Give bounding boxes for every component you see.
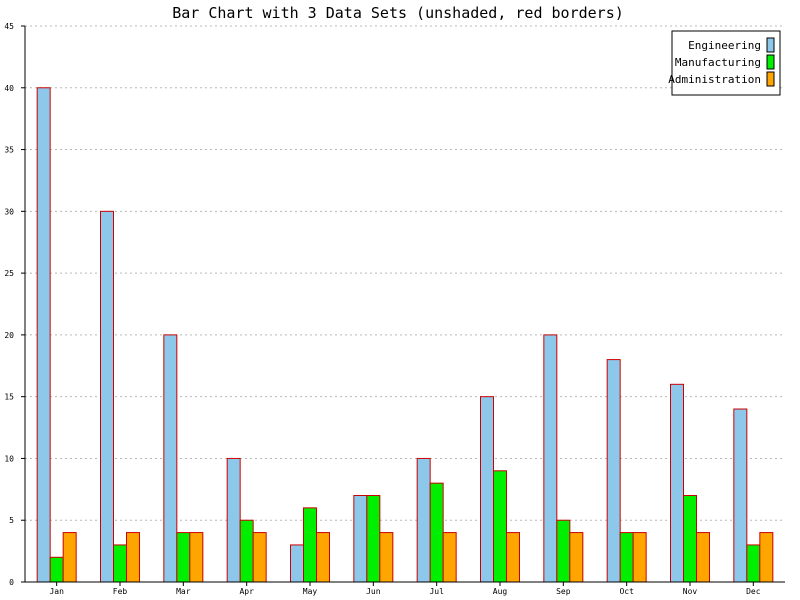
- bar-administration-jun: [379, 532, 394, 583]
- bar-manufacturing-jan: [49, 556, 64, 583]
- y-tick-label: 20: [4, 331, 14, 340]
- bar-engineering-sep: [543, 334, 558, 583]
- legend-label-administration: Administration: [668, 73, 761, 86]
- bar-manufacturing-sep: [556, 519, 571, 583]
- x-tick-label: Feb: [113, 587, 128, 596]
- bar-engineering-nov: [670, 383, 684, 583]
- x-tick-label: Mar: [176, 587, 191, 596]
- bar-engineering-dec: [733, 408, 748, 583]
- legend-label-engineering: Engineering: [688, 39, 761, 52]
- y-tick-label: 0: [9, 578, 14, 587]
- x-tick-label: Aug: [493, 587, 508, 596]
- bar-engineering-may: [290, 544, 304, 583]
- bar-manufacturing-jul: [429, 482, 444, 583]
- y-tick-label: 10: [4, 454, 14, 463]
- bar-administration-aug: [506, 532, 520, 583]
- x-tick-label: Apr: [239, 587, 254, 596]
- bar-manufacturing-mar: [176, 532, 191, 583]
- legend-label-manufacturing: Manufacturing: [675, 56, 761, 69]
- bar-manufacturing-oct: [619, 532, 634, 583]
- y-tick-label: 45: [4, 22, 14, 31]
- bar-manufacturing-aug: [493, 470, 507, 583]
- x-tick-label: Jul: [429, 587, 444, 596]
- bar-engineering-oct: [606, 359, 621, 583]
- bar-administration-apr: [252, 532, 267, 583]
- bar-administration-dec: [759, 532, 774, 583]
- legend-box: [671, 30, 781, 96]
- bar-administration-sep: [569, 532, 584, 583]
- bar-administration-nov: [696, 532, 710, 583]
- bar-engineering-mar: [163, 334, 178, 583]
- legend-swatch-manufacturing: [766, 54, 775, 70]
- gridlines: [25, 25, 785, 521]
- y-tick-label: 40: [4, 84, 14, 93]
- bar-manufacturing-nov: [683, 495, 697, 583]
- bar-manufacturing-may: [303, 507, 317, 583]
- bar-engineering-apr: [226, 457, 241, 583]
- bar-engineering-jul: [416, 457, 431, 583]
- bar-manufacturing-feb: [113, 544, 127, 583]
- bar-administration-oct: [632, 532, 647, 583]
- x-tick-label: Dec: [746, 587, 761, 596]
- x-tick-label: Sep: [556, 587, 571, 596]
- y-tick-label: 5: [9, 516, 14, 525]
- y-tick-label: 15: [4, 393, 14, 402]
- bar-engineering-aug: [480, 396, 494, 583]
- bar-manufacturing-dec: [746, 544, 761, 583]
- legend-swatch-engineering: [766, 37, 775, 53]
- bar-administration-jan: [62, 532, 77, 583]
- x-tick-label: Jan: [49, 587, 64, 596]
- bar-manufacturing-apr: [239, 519, 254, 583]
- bar-engineering-jan: [36, 87, 51, 583]
- legend-swatch-administration: [766, 71, 775, 87]
- bar-administration-jul: [442, 532, 457, 583]
- chart-title: Bar Chart with 3 Data Sets (unshaded, re…: [172, 4, 624, 22]
- bar-engineering-feb: [100, 210, 114, 583]
- x-tick-label: May: [303, 587, 318, 596]
- y-tick-label: 30: [4, 207, 14, 216]
- y-tick-label: 25: [4, 269, 14, 278]
- y-tick-label: 35: [4, 146, 14, 155]
- bar-administration-mar: [189, 532, 204, 583]
- x-tick-label: Nov: [683, 587, 698, 596]
- bar-manufacturing-jun: [366, 495, 381, 583]
- x-tick-labels: Jan Feb Mar Apr May Jun Jul Aug Sep Oct Nov Dec: [49, 582, 761, 596]
- bar-administration-may: [316, 532, 330, 583]
- legend: Engineering Manufacturing Administration: [668, 30, 781, 96]
- bar-administration-feb: [126, 532, 140, 583]
- y-tick-labels: 0 5 10 15 20 25 30 35 40 45: [4, 22, 25, 587]
- bars-group: [36, 87, 774, 583]
- x-tick-label: Jun: [366, 587, 381, 596]
- bar-engineering-jun: [353, 495, 368, 583]
- x-tick-label: Oct: [619, 587, 634, 596]
- axes-group: [24, 26, 785, 583]
